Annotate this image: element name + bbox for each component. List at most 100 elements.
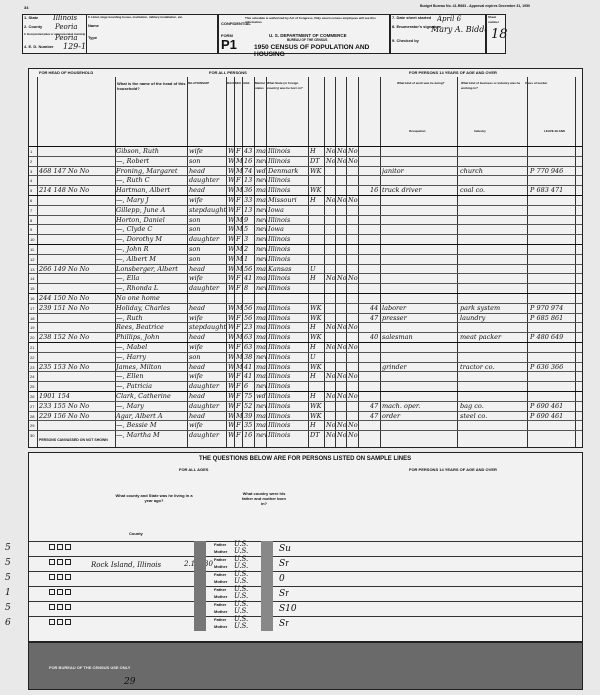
cell-rel: wife [189, 421, 203, 430]
cell-line: 26 [30, 394, 35, 399]
cell-dwell: 1901 154 [39, 392, 71, 400]
father-label: Father [214, 542, 227, 547]
cell-birth: Illinois [268, 156, 291, 165]
column-divider [527, 77, 528, 447]
cell-line: 22 [30, 354, 35, 360]
cell-hrs: 47 [370, 401, 379, 410]
cell-mar: mar [256, 264, 267, 273]
cell-ind [460, 343, 525, 352]
cell-race: W [228, 431, 235, 440]
cell-code [530, 147, 575, 156]
cell-sex: M [236, 303, 243, 312]
sample-all-ages: FOR ALL AGES [179, 467, 209, 472]
column-divider [266, 77, 267, 447]
cell-c16 [326, 176, 336, 185]
cell-code: P 685 861 [530, 313, 564, 322]
cell-dwell: 468 147 No No [39, 166, 90, 175]
cell-mar: mar [256, 313, 267, 322]
cell-sex: F [236, 284, 241, 293]
table-row: 23 235 153 No No James, Milton head WM41marI… [29, 361, 582, 372]
form-label: FORM [221, 33, 233, 38]
cell-c18 [348, 382, 358, 391]
checkbox [49, 574, 55, 580]
cell-dwell: 238 152 No No [39, 333, 90, 342]
cell-mar: mar [256, 333, 267, 342]
cell-mar: wd [256, 166, 266, 175]
marital-column-header: Marital status [255, 81, 265, 90]
cell-line: 16 [30, 296, 35, 301]
cell-birth: Illinois [268, 343, 291, 351]
date-label: 7. Date sheet started [392, 15, 432, 20]
cell-dwell [39, 372, 114, 381]
cell-c16 [326, 265, 336, 274]
cell-occ [382, 255, 454, 264]
cell-name: Froning, Margaret [116, 166, 178, 175]
date-value: April 6 [437, 15, 462, 23]
cell-line: 7 [30, 207, 33, 213]
cell-name: Lonsberger, Albert [116, 264, 178, 273]
cell-c16: No [326, 343, 336, 351]
cell-name: —, Ellen [116, 372, 144, 381]
cell-c15 [310, 382, 325, 391]
cell-c15: WK [310, 186, 322, 195]
cell-name: Horton, Daniel [116, 215, 165, 224]
mother-label: Mother [214, 549, 228, 554]
cell-c17: No [337, 156, 347, 165]
cell-c17 [337, 265, 347, 274]
mother-birthplace: U.S. [234, 577, 249, 585]
cell-dwell [39, 235, 114, 244]
cell-c17 [337, 304, 347, 313]
cell-rel: head [189, 362, 206, 371]
mother-label: Mother [214, 609, 228, 614]
cell-name: —, Ruth C [116, 176, 150, 185]
column-divider [242, 77, 243, 447]
cell-hrs [370, 176, 380, 185]
industry-column-header: What kind of business or industry was he… [461, 81, 521, 90]
cell-dwell [39, 255, 114, 264]
cell-race: W [228, 333, 235, 342]
cell-age: 9 [244, 215, 249, 224]
cell-c15 [310, 235, 325, 244]
date-box: 7. Date sheet started April 6 8. Enumera… [390, 14, 493, 54]
cell-c16 [326, 333, 336, 342]
cell-line: 11 [30, 247, 35, 252]
father-birthplace: U.S. [234, 585, 249, 593]
cell-rel: head [189, 264, 206, 273]
page-title: 1950 CENSUS OF POPULATION AND HOUSING [254, 44, 370, 58]
birthplace-column-header: What State (or foreign country) was he b… [267, 81, 303, 90]
sample-line-mark: 5 [5, 603, 11, 613]
parents-question: What country were his father and mother … [241, 491, 286, 506]
cell-code [530, 421, 575, 430]
cell-c15 [310, 225, 325, 234]
cell-dwell [39, 196, 114, 205]
name-column-header: What is the name of the head of this hou… [117, 81, 186, 91]
cell-c18 [348, 294, 358, 303]
hotel-label: 6. Hotel, large boarding house, institut… [88, 15, 184, 19]
cell-occ [382, 265, 454, 274]
cell-c17: No [337, 274, 347, 283]
checkbox [57, 559, 63, 565]
leave-blank-header: LEAVE BLANK [544, 129, 566, 133]
race-column-header: RACE [227, 81, 236, 85]
cell-hrs [370, 255, 380, 264]
father-birthplace: U.S. [234, 555, 249, 563]
cell-mar: mar [256, 274, 267, 283]
cell-mar: nev [256, 382, 267, 391]
cell-ind [460, 372, 525, 381]
population-table: FOR HEAD OF HOUSEHOLD FOR ALL PERSONS FO… [28, 68, 583, 448]
cell-line: 5 [30, 188, 33, 194]
table-row: 21—, MabelwifeWF63marIllinoisHNoNoNo [29, 342, 582, 352]
cell-code [530, 225, 575, 234]
footer-number: 29 [124, 677, 136, 687]
table-row: 12 —, Albert M son W M 1 nev Illinois [29, 253, 582, 264]
cell-mar: nev [256, 215, 267, 224]
cell-c15 [310, 245, 325, 254]
cell-code: P 690 461 [530, 411, 564, 420]
table-row: 20 238 152 No No Phillips, John head WM63mar… [29, 332, 582, 342]
cell-code [530, 196, 575, 205]
cell-mar: nev [256, 235, 267, 244]
cell-sex: F [236, 343, 241, 351]
cell-hrs [370, 157, 380, 166]
cell-mar: nev [256, 284, 267, 293]
cell-name: —, Dorothy M [116, 235, 162, 244]
